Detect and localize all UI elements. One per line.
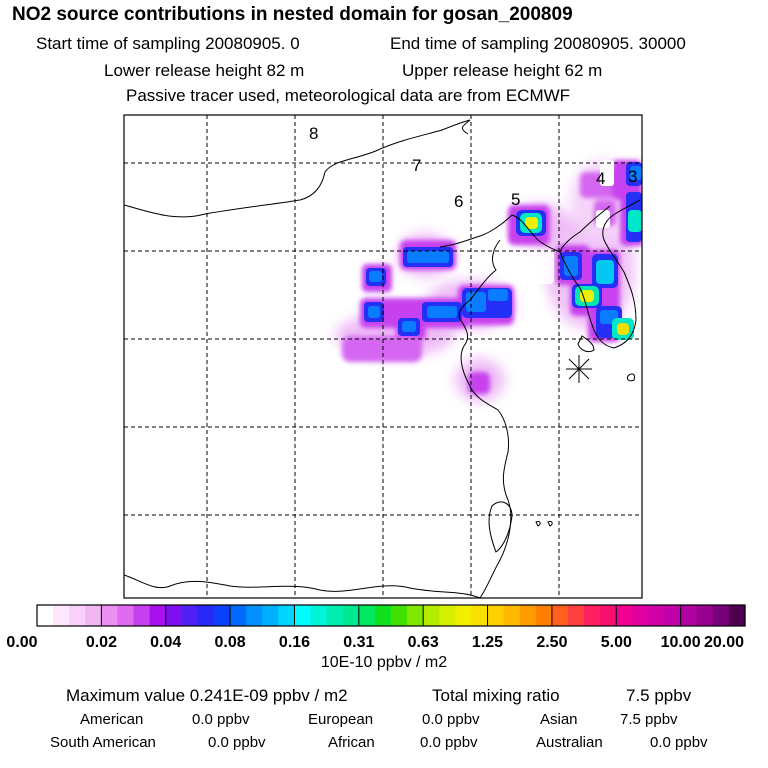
receptor-marker [566,355,592,383]
colorbar-cell [423,605,440,626]
colorbar-cell [294,605,312,626]
source-european-value: 0.0 ppbv [422,711,480,728]
colorbar-tick-label: 20.00 [704,634,744,651]
colorbar-cell [391,605,408,626]
colorbar-tick-label: 0.08 [215,634,246,651]
region-label-7: 7 [412,156,421,175]
chart-title: NO2 source contributions in nested domai… [12,4,573,25]
colorbar-cell [117,605,135,626]
colorbar-cell [262,605,279,626]
colorbar-cell [455,605,473,626]
colorbar-cell [310,605,328,626]
region-label-6: 6 [454,192,463,211]
colorbar-cell [53,605,70,626]
source-south-american-label: South American [50,734,156,751]
colorbar-tick-label: 2.50 [536,634,567,651]
colorbar-tick-labels: 0.00 0.02 0.04 0.08 0.16 0.31 0.63 1.25 2.50 5.00… [6,634,744,651]
maximum-value: Maximum value 0.241E-09 ppbv / m2 [66,686,348,705]
lower-release-height: Lower release height 82 m [104,61,305,80]
colorbar-cell [407,605,424,626]
source-european-label: European [308,711,374,728]
colorbar-tick-label: 0.63 [408,634,439,651]
colorbar-cell [471,605,489,626]
region-label-4: 4 [596,169,605,188]
region-labels: 8 7 6 5 4 3 [309,124,637,211]
source-south-american-value: 0.0 ppbv [208,734,266,751]
source-asian-label: Asian [540,711,578,728]
colorbar-cell [326,605,344,626]
map-plot: 8 7 6 5 4 3 [123,114,643,599]
colorbar-cell [600,605,617,626]
colorbar-cell [696,605,714,626]
colorbar-cell [712,605,730,626]
sampling-start: Start time of sampling 20080905. 0 [36,34,300,53]
colorbar-tick-label: 0.02 [86,634,117,651]
colorbar-cell [101,605,119,626]
colorbar-cells [37,605,746,626]
colorbar-cell [551,605,569,626]
colorbar-cell [358,605,376,626]
colorbar-cell [342,605,360,626]
colorbar-cell [133,605,151,626]
colorbar-cell [278,605,296,626]
colorbar-tick-label: 0.00 [6,634,37,651]
colorbar-cell [664,605,682,626]
colorbar-tick-label: 5.00 [601,634,632,651]
colorbar-cell [181,605,199,626]
sampling-end: End time of sampling 20080905. 30000 [390,34,686,53]
colorbar-cell [616,605,633,626]
colorbar-tick-label: 0.16 [279,634,310,651]
total-mixing-ratio-label: Total mixing ratio [432,686,560,705]
total-mixing-ratio-value: 7.5 ppbv [626,686,692,705]
colorbar-cell [519,605,537,626]
colorbar-cell [535,605,553,626]
source-american-label: American [80,711,144,728]
colorbar-cell [487,605,505,626]
region-label-3: 3 [628,167,637,186]
colorbar-tick-label: 0.04 [150,634,181,651]
colorbar-tick-label: 1.25 [472,634,503,651]
region-label-8: 8 [309,124,318,143]
gridlines [124,115,642,598]
colorbar-tick-label: 10.00 [661,634,701,651]
colorbar-cell [85,605,102,626]
source-australian-value: 0.0 ppbv [650,734,708,751]
source-australian-label: Australian [536,734,603,751]
colorbar-cell [680,605,698,626]
source-asian-value: 7.5 ppbv [620,711,678,728]
colorbar-tick-label: 0.31 [343,634,374,651]
source-african-value: 0.0 ppbv [420,734,478,751]
colorbar-unit: 10E-10 ppbv / m2 [320,654,448,671]
colorbar-cell [149,605,167,626]
colorbar-cell [568,605,585,626]
colorbar-cell [214,605,231,626]
colorbar-cell [503,605,521,626]
colorbar: 0.00 0.02 0.04 0.08 0.16 0.31 0.63 1.25 2.50 5.00… [6,604,746,651]
upper-release-height: Upper release height 62 m [402,61,603,80]
region-label-5: 5 [511,190,520,209]
coastlines [124,119,641,598]
colorbar-cell [197,605,215,626]
colorbar-cell [165,605,183,626]
colorbar-cell [37,605,54,626]
colorbar-frame [36,604,746,627]
colorbar-cell [728,605,746,626]
plot-frame [123,114,643,599]
colorbar-cell [439,605,456,626]
tracer-note: Passive tracer used, meteorological data… [126,86,571,105]
plume-layer [335,160,642,402]
source-african-label: African [328,734,375,751]
colorbar-cell [648,605,666,626]
colorbar-cell [632,605,650,626]
colorbar-cell [246,605,263,626]
source-american-value: 0.0 ppbv [192,711,250,728]
colorbar-cell [374,605,392,626]
colorbar-cell [230,605,247,626]
colorbar-cell [69,605,86,626]
colorbar-cell [584,605,601,626]
plume-core [364,160,642,340]
